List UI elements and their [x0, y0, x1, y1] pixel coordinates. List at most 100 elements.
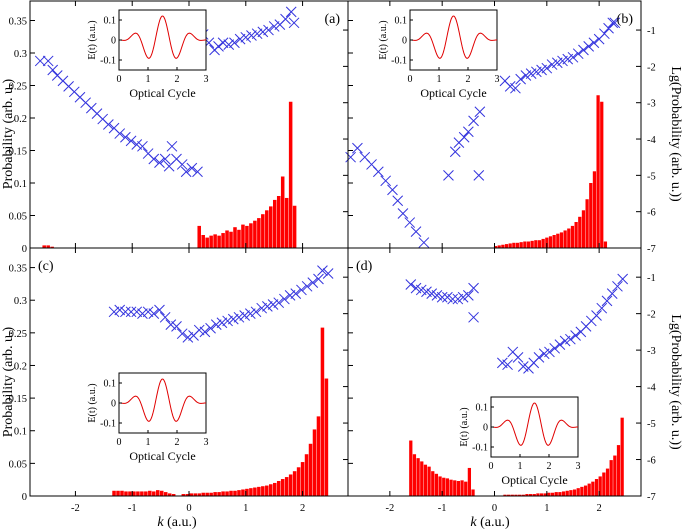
- bar: [464, 481, 468, 496]
- inset-frame: [409, 9, 498, 71]
- inset-y-tick-label: 0.1: [395, 16, 408, 27]
- y-tick-label: 0: [22, 244, 27, 255]
- log-point: [443, 169, 454, 181]
- bar: [261, 486, 265, 496]
- inset-x-label: Optical Cycle: [501, 473, 567, 487]
- inset-x-tick-label: 0: [489, 461, 494, 472]
- log-point: [603, 22, 614, 34]
- log-point: [159, 311, 171, 323]
- bar: [159, 490, 164, 496]
- bar: [460, 480, 464, 496]
- log-point: [397, 208, 409, 219]
- panel-3: -2 -1 0 1 2-1-2-3-4-5-6-7(d)0 1 2 30.10-0.1Opti…: [347, 247, 656, 514]
- log-point: [468, 311, 479, 323]
- log-point: [372, 166, 384, 178]
- y-tick-label: 0.05: [9, 212, 27, 223]
- y-tick-label: 0.15: [9, 394, 27, 405]
- y-tick-label: 0.2: [14, 114, 27, 125]
- y2-tick-label: -2: [647, 310, 656, 321]
- log-point: [114, 128, 126, 139]
- log-point: [290, 288, 302, 299]
- bar: [598, 476, 602, 496]
- log-point: [180, 166, 192, 178]
- inset-x-tick-label: 0: [117, 74, 122, 85]
- inset-x-tick-label: 3: [576, 461, 581, 472]
- log-point: [267, 299, 279, 310]
- bar: [288, 101, 293, 248]
- log-point: [262, 300, 273, 312]
- bar: [570, 225, 575, 248]
- bar: [589, 183, 593, 248]
- bar: [532, 494, 536, 496]
- bar: [565, 490, 569, 496]
- x-tick-label: 2: [300, 503, 305, 514]
- bar: [471, 489, 475, 496]
- log-point: [345, 151, 356, 163]
- bar: [136, 491, 140, 496]
- log-point: [114, 304, 126, 316]
- inset-y-tick-label: 0: [111, 399, 116, 410]
- log-point: [154, 304, 165, 316]
- bar: [556, 233, 560, 248]
- bar: [521, 494, 525, 496]
- inset-y-tick-label: 0.1: [104, 16, 117, 27]
- log-point: [171, 321, 182, 332]
- bar: [280, 176, 285, 248]
- bar: [241, 489, 245, 496]
- bar: [292, 471, 297, 496]
- bar: [209, 492, 213, 496]
- log-point: [612, 280, 623, 292]
- bar: [324, 378, 329, 496]
- log-point: [449, 146, 461, 158]
- bar: [427, 466, 431, 496]
- bar: [528, 494, 533, 496]
- inset-field-curve: [118, 378, 207, 422]
- log-point: [617, 273, 629, 285]
- inset-y-tick-label: 0: [483, 423, 488, 434]
- bar: [272, 482, 277, 496]
- x-tick-label: -1: [128, 503, 137, 514]
- x-tick-label: 0: [186, 503, 191, 514]
- log-point: [392, 195, 404, 207]
- bar: [181, 494, 186, 496]
- bar: [600, 101, 604, 248]
- log-point: [257, 26, 269, 38]
- log-point: [47, 64, 59, 76]
- bar: [284, 197, 289, 248]
- bar: [229, 490, 233, 496]
- inset-x-tick-label: 3: [204, 74, 209, 85]
- inset-x-tick-label: 0: [117, 437, 122, 448]
- inset-y-tick-label: -0.1: [100, 419, 116, 430]
- bar: [409, 440, 413, 496]
- log-point: [285, 6, 297, 18]
- log-point: [317, 265, 328, 276]
- inset-x-tick-label: 2: [466, 74, 471, 85]
- bar: [201, 492, 205, 496]
- bar: [296, 467, 301, 496]
- bar: [412, 454, 417, 496]
- log-point: [387, 184, 398, 196]
- y2-tick-label: -1: [647, 273, 656, 284]
- log-point: [120, 131, 131, 143]
- log-point: [554, 339, 566, 351]
- inset-x-tick-label: 1: [146, 74, 151, 85]
- bar: [249, 223, 253, 248]
- bar: [558, 492, 562, 496]
- y2-tick-label: -5: [647, 171, 656, 182]
- bar: [423, 464, 428, 496]
- y-tick-label: 0: [22, 492, 27, 503]
- x-tick-label: -2: [385, 503, 394, 514]
- bar: [583, 485, 588, 496]
- bar: [539, 493, 544, 496]
- inset-y-tick-label: 0: [402, 36, 407, 47]
- x-axis-label-right: k (a.u.): [470, 515, 510, 530]
- log-point: [599, 28, 610, 40]
- bar: [50, 246, 54, 248]
- panel-label: (c): [38, 259, 54, 274]
- bar: [217, 492, 221, 496]
- y2-tick-label: -4: [647, 383, 656, 394]
- log-point: [210, 319, 222, 330]
- bar: [563, 230, 567, 248]
- inset-x-tick-label: 1: [437, 74, 442, 85]
- bar: [541, 238, 545, 248]
